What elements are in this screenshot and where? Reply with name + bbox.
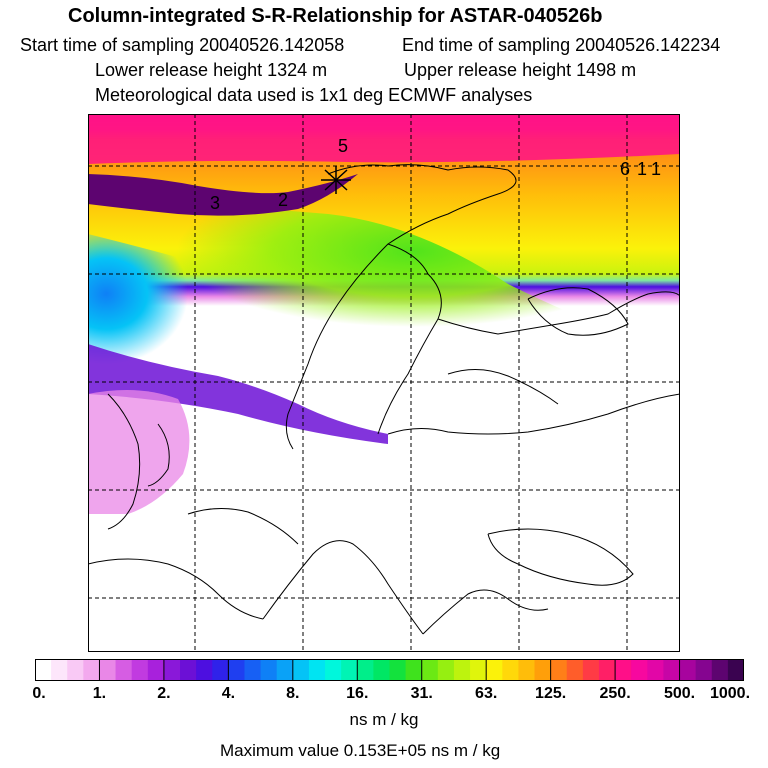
map-labels: 5 3 2 6 1 1 [210, 136, 661, 213]
colorbar-tick-label: 125. [535, 685, 567, 702]
colorbar-cell [357, 659, 374, 681]
colorbar-cell [292, 659, 310, 681]
colorbar-cell [405, 659, 423, 681]
colorbar-cell [389, 659, 407, 681]
field-blue-west [88, 234, 270, 392]
field-top-band [88, 114, 680, 164]
colorbar-cell [502, 659, 520, 681]
label-3: 3 [210, 193, 220, 213]
plot-title: Column-integrated S-R-Relationship for A… [68, 5, 603, 27]
colorbar-cell [212, 659, 229, 681]
colorbar-tick-label: 4. [221, 685, 236, 702]
colorbar-tick-label: 2. [157, 685, 171, 702]
colorbar-units: ns m / kg [349, 710, 419, 729]
colorbar-cell [83, 659, 101, 681]
colorbar-cell [421, 659, 439, 681]
colorbar-cell [647, 659, 665, 681]
upper-release-label: Upper release height 1498 m [404, 60, 637, 80]
colorbar-tick-label: 31. [410, 685, 433, 702]
colorbar-cell [67, 659, 84, 681]
colorbar-cell [470, 659, 487, 681]
colorbar-cell [711, 659, 729, 681]
colorbar-cell [453, 659, 471, 681]
map-frame [88, 114, 680, 652]
start-time-label: Start time of sampling 20040526.142058 [20, 35, 345, 55]
colorbar-cell [598, 659, 616, 681]
colorbar-cell [566, 659, 584, 681]
field-max-plume [88, 174, 358, 216]
colorbar-cell [437, 659, 455, 681]
colorbar-cell [631, 659, 648, 681]
colorbar-tick-label: 250. [599, 685, 631, 702]
colorbar-tick-label: 1. [92, 685, 107, 702]
colorbar-cell [695, 659, 713, 681]
colorbar-cell [51, 659, 68, 681]
end-time-label: End time of sampling 20040526.142234 [402, 35, 721, 55]
colorbar-cell [163, 659, 181, 681]
colorbar-cell [180, 659, 197, 681]
label-1a: 1 [637, 159, 647, 179]
colorbar-cell [518, 659, 536, 681]
colorbar-tick-label: 16. [346, 685, 369, 702]
colorbar-cell [131, 659, 149, 681]
colorbar-cell [486, 659, 503, 681]
field-violet-band [88, 344, 388, 444]
colorbar-cell [325, 659, 342, 681]
colorbar-cell [276, 659, 294, 681]
colorbar-cell [228, 659, 246, 681]
colorbar-cell [260, 659, 278, 681]
colorbar-cell [663, 659, 681, 681]
colorbar-tick-label: 8. [286, 685, 300, 702]
colorbar-cell [727, 659, 744, 681]
colorbar-cell [244, 659, 262, 681]
colorbar-tick-label: 0. [32, 685, 46, 702]
colorbar-cell [615, 659, 632, 681]
receptor-marker [321, 166, 351, 194]
maximum-value-label: Maximum value 0.153E+05 ns m / kg [220, 741, 501, 760]
lat-lon-grid [88, 114, 680, 652]
colorbar-cell [35, 659, 52, 681]
colorbar-tick-label: 63. [475, 685, 498, 702]
label-5: 5 [338, 136, 348, 156]
label-1b: 1 [651, 159, 661, 179]
lower-release-label: Lower release height 1324 m [95, 60, 328, 80]
colorbar-cell [341, 659, 358, 681]
colorbar-cell [308, 659, 326, 681]
colorbar-tick-label: 500. [663, 685, 696, 702]
label-6: 6 [620, 159, 630, 179]
label-2: 2 [278, 190, 288, 210]
colorbar-cell [196, 659, 213, 681]
colorbar-cell [534, 659, 552, 681]
sensitivity-map: 5 3 2 6 1 1 [88, 114, 680, 652]
colorbar-cell [679, 659, 697, 681]
colorbar-cell [99, 659, 117, 681]
colorbar-cell [582, 659, 600, 681]
colorbar-cell [550, 659, 568, 681]
met-data-label: Meteorological data used is 1x1 deg ECMW… [95, 85, 533, 105]
colorbar-tick-label: 1000. [709, 685, 751, 702]
colorbar [35, 659, 744, 681]
colorbar-cell [147, 659, 165, 681]
colorbar-frame [35, 659, 744, 681]
colorbar-cell [115, 659, 133, 681]
colorbar-cell [373, 659, 391, 681]
